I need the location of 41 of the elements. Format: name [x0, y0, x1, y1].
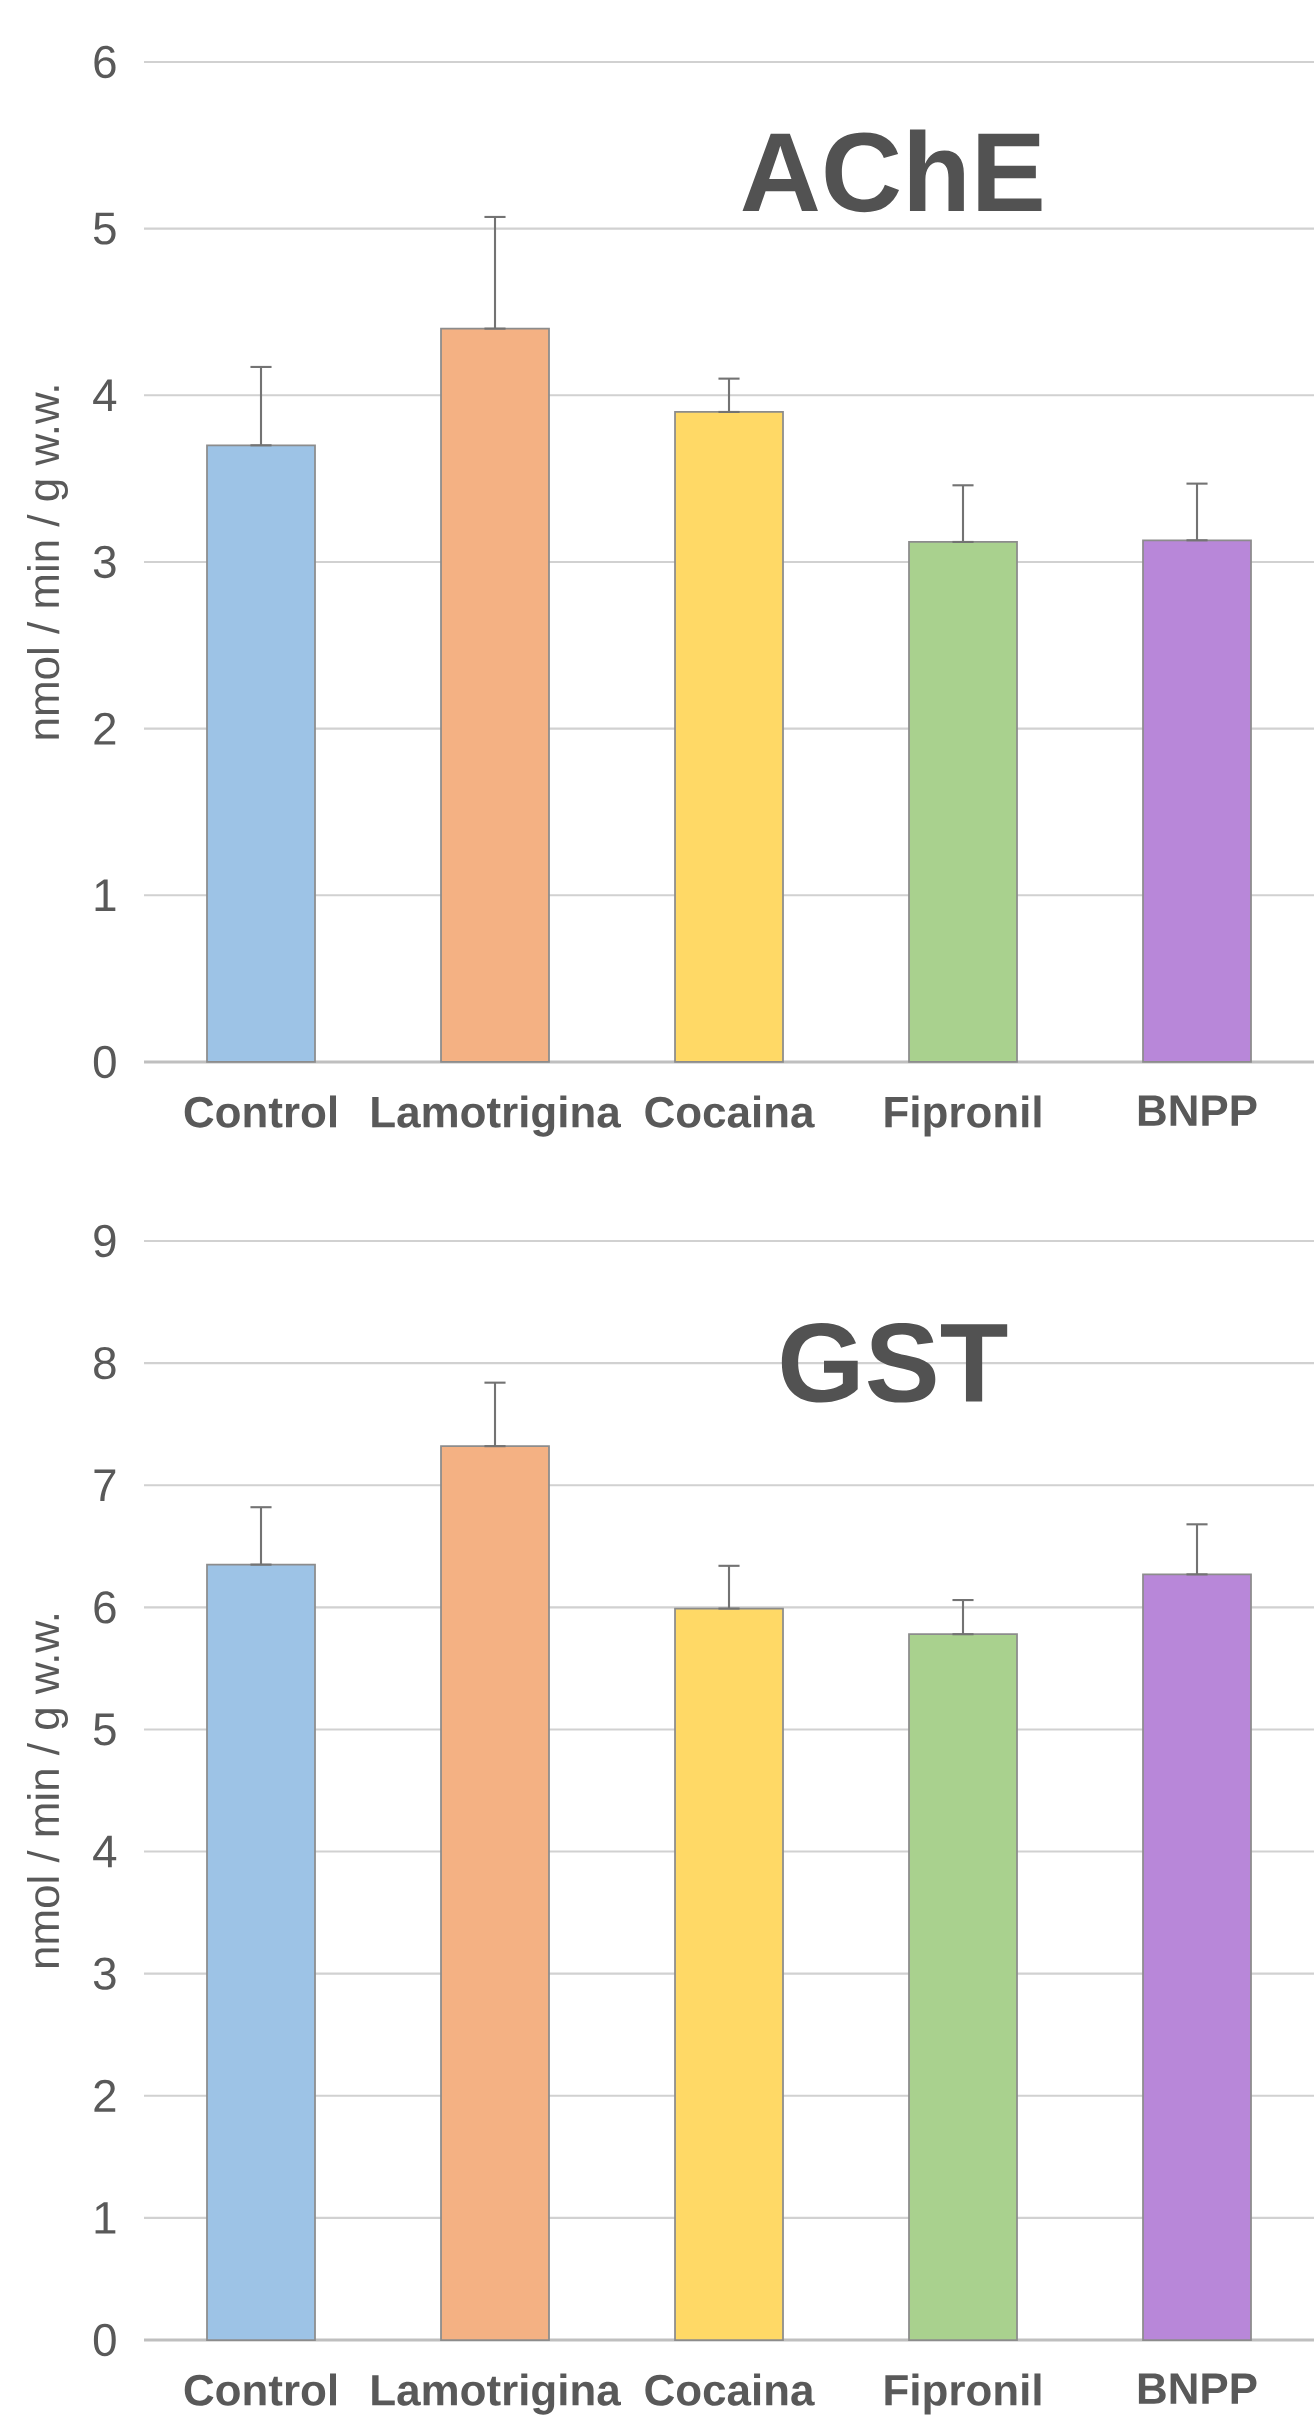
y-axis-title: nmol / min / g w.w. [27, 1615, 68, 1968]
y-tick-label: 8 [94, 1346, 116, 1380]
x-tick-label: Cocaina [645, 2373, 815, 2406]
x-tick-label: Fipronil [885, 1095, 1041, 1137]
y-tick-label: 3 [93, 545, 116, 579]
bar [1142, 1573, 1252, 2341]
y-tick-label: 0 [93, 2323, 116, 2357]
y-tick-label: 9 [94, 1224, 116, 1258]
x-tick-label: BNPP [1138, 1095, 1257, 1126]
bar [206, 1563, 316, 2341]
chart-title: AChE [742, 129, 1042, 213]
x-tick-label: Control [184, 1095, 336, 1128]
x-tick-label: Lamotrigina [372, 2373, 621, 2415]
bar [440, 1445, 550, 2341]
y-tick-label: 1 [95, 2202, 116, 2234]
y-tick-label: 2 [94, 712, 116, 745]
bar [908, 541, 1018, 1063]
y-tick-label: 1 [95, 879, 116, 912]
bar [674, 411, 784, 1063]
y-tick-label: 2 [94, 2079, 116, 2112]
x-tick-label: Cocaina [645, 1095, 815, 1128]
y-tick-label: 4 [93, 379, 117, 412]
x-tick-label: Fipronil [885, 2373, 1041, 2415]
bar [1142, 539, 1252, 1063]
y-tick-label: 6 [94, 1591, 116, 1624]
bar [908, 1633, 1018, 2341]
bar [206, 444, 316, 1063]
y-tick-label: 7 [94, 1469, 116, 1501]
y-tick-label: 5 [93, 1713, 116, 1746]
y-axis-title: nmol / min / g w.w. [27, 386, 68, 739]
y-tick-label: 4 [93, 1835, 117, 1868]
x-tick-label: Lamotrigina [372, 1095, 621, 1137]
x-tick-label: BNPP [1138, 2373, 1257, 2404]
y-tick-label: 6 [94, 45, 116, 79]
y-tick-label: 5 [93, 212, 116, 245]
x-tick-label: Control [184, 2373, 336, 2406]
y-tick-label: 0 [93, 1045, 116, 1079]
y-tick-label: 3 [93, 1957, 116, 1990]
text: GST [781, 1323, 1008, 1403]
bar [440, 327, 550, 1063]
bar [674, 1607, 784, 2341]
